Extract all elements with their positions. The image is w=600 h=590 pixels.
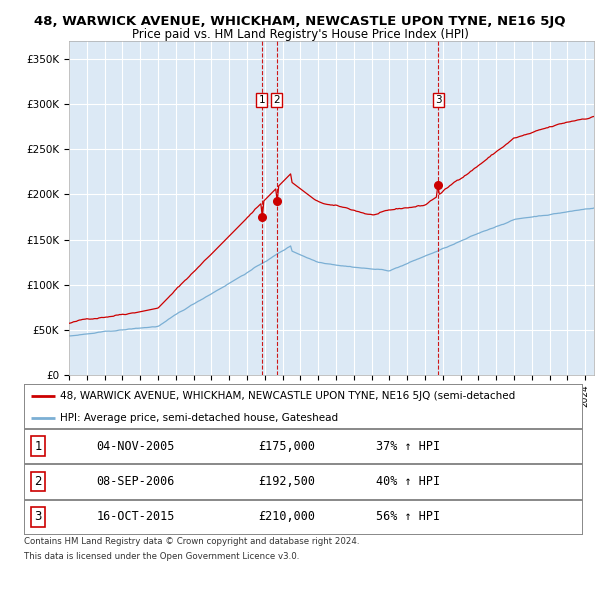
Text: Price paid vs. HM Land Registry's House Price Index (HPI): Price paid vs. HM Land Registry's House … [131,28,469,41]
Text: 2: 2 [34,475,42,488]
Text: £192,500: £192,500 [259,475,316,488]
Text: 48, WARWICK AVENUE, WHICKHAM, NEWCASTLE UPON TYNE, NE16 5JQ: 48, WARWICK AVENUE, WHICKHAM, NEWCASTLE … [34,15,566,28]
Text: HPI: Average price, semi-detached house, Gateshead: HPI: Average price, semi-detached house,… [60,413,338,423]
Text: 04-NOV-2005: 04-NOV-2005 [97,440,175,453]
Text: 2: 2 [274,95,280,105]
Text: 37% ↑ HPI: 37% ↑ HPI [376,440,440,453]
Text: 48, WARWICK AVENUE, WHICKHAM, NEWCASTLE UPON TYNE, NE16 5JQ (semi-detached: 48, WARWICK AVENUE, WHICKHAM, NEWCASTLE … [60,391,515,401]
Text: £175,000: £175,000 [259,440,316,453]
Text: 3: 3 [34,510,41,523]
Text: 16-OCT-2015: 16-OCT-2015 [97,510,175,523]
Text: Contains HM Land Registry data © Crown copyright and database right 2024.: Contains HM Land Registry data © Crown c… [24,537,359,546]
Text: 1: 1 [34,440,42,453]
Text: 56% ↑ HPI: 56% ↑ HPI [376,510,440,523]
Text: £210,000: £210,000 [259,510,316,523]
Text: 40% ↑ HPI: 40% ↑ HPI [376,475,440,488]
Text: 3: 3 [435,95,442,105]
Text: This data is licensed under the Open Government Licence v3.0.: This data is licensed under the Open Gov… [24,552,299,560]
Text: 08-SEP-2006: 08-SEP-2006 [97,475,175,488]
Text: 1: 1 [259,95,265,105]
